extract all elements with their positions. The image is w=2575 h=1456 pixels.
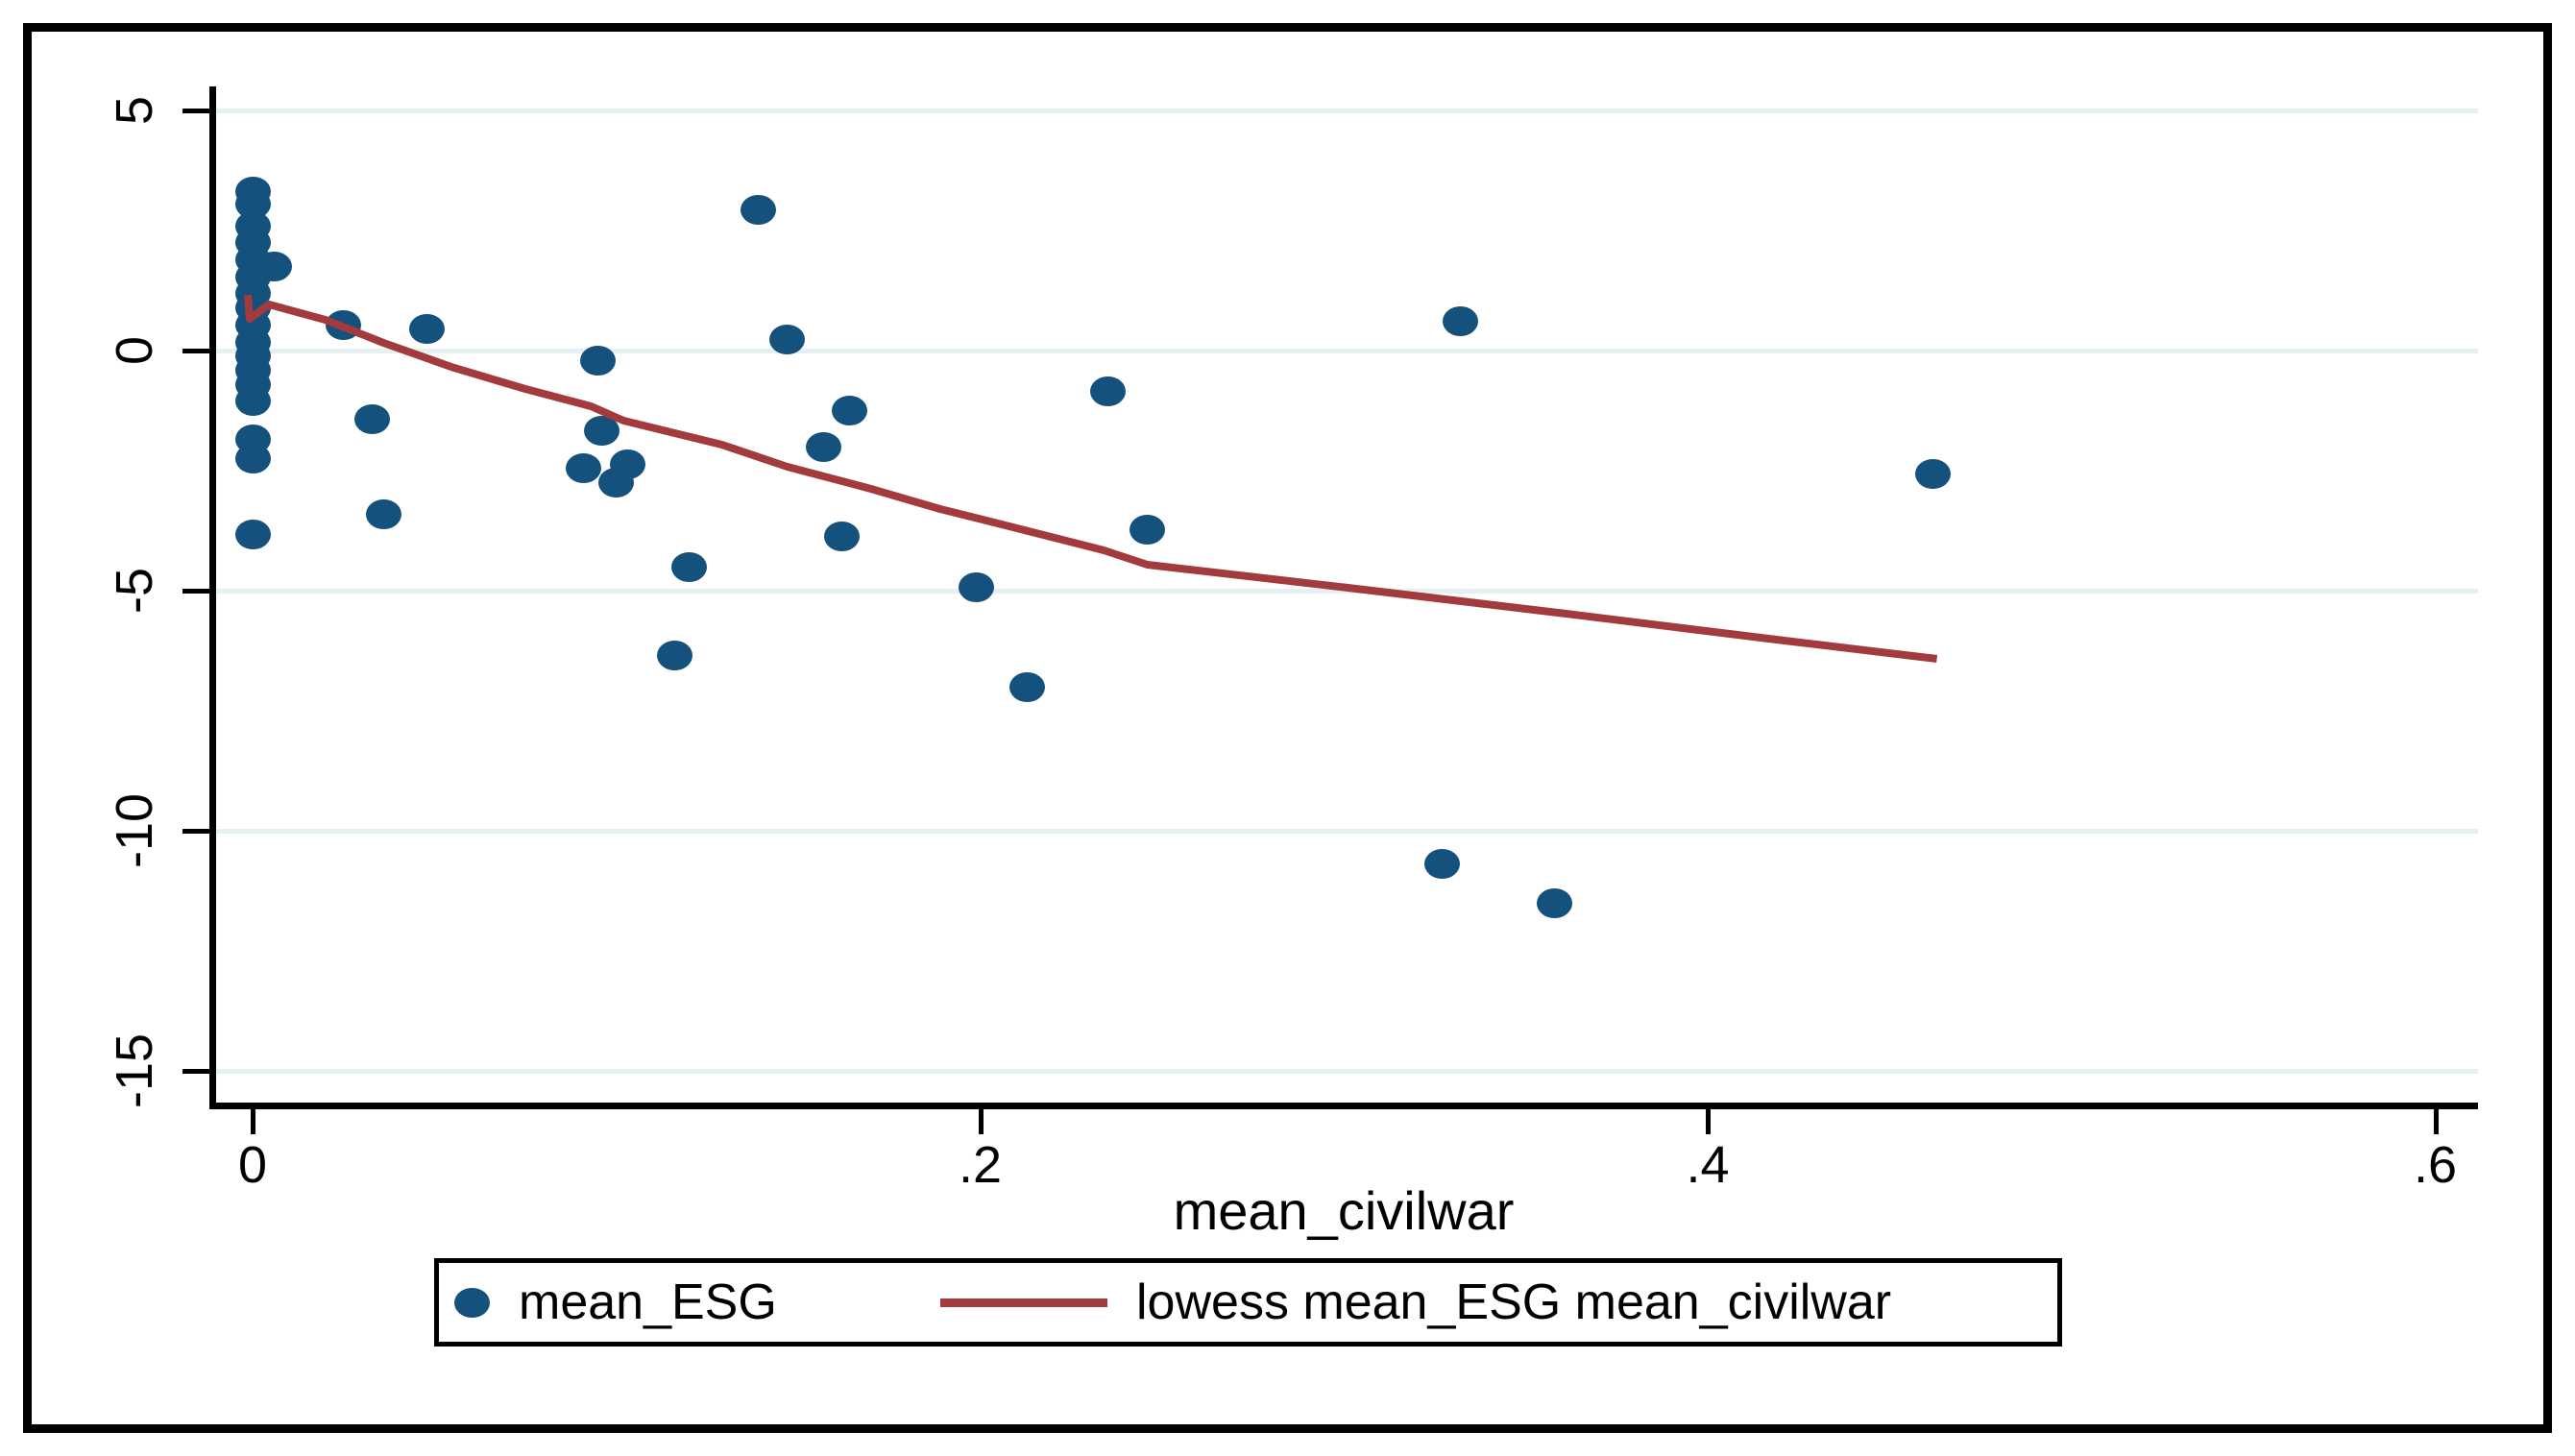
data-point <box>806 431 842 462</box>
data-point <box>1130 514 1166 545</box>
gridline <box>216 349 2478 353</box>
y-axis-line <box>209 86 216 1109</box>
legend-label-lowess: lowess mean_ESG mean_civilwar <box>1136 1274 1892 1330</box>
data-point <box>959 571 995 602</box>
y-tick-label: -10 <box>106 792 163 869</box>
legend-entry-lowess: lowess mean_ESG mean_civilwar <box>940 1263 1891 1342</box>
y-tick-label: 0 <box>106 335 163 366</box>
x-tick-label: .4 <box>1686 1136 1730 1194</box>
y-tick <box>182 1069 209 1074</box>
y-tick <box>182 589 209 594</box>
y-tick-label: -5 <box>106 568 163 615</box>
gridline <box>216 1069 2478 1074</box>
gridline <box>216 589 2478 594</box>
data-point <box>409 313 446 344</box>
x-tick <box>251 1109 255 1134</box>
data-point <box>1089 376 1126 406</box>
legend-entry-scatter: mean_ESG <box>454 1263 777 1342</box>
legend: mean_ESG lowess mean_ESG mean_civilwar <box>434 1258 2062 1347</box>
data-point <box>598 467 635 497</box>
data-point <box>1424 848 1460 879</box>
x-axis-line <box>209 1103 2478 1109</box>
data-point <box>740 194 776 225</box>
figure-border <box>23 23 2552 1433</box>
data-point <box>234 519 271 549</box>
data-point <box>1442 305 1478 336</box>
x-tick-label: .2 <box>958 1136 1003 1194</box>
scatter-marker-icon <box>454 1287 490 1318</box>
x-tick <box>1706 1109 1711 1134</box>
data-point <box>1009 671 1046 702</box>
data-point <box>580 345 617 376</box>
gridline <box>216 109 2478 113</box>
y-tick <box>182 349 209 353</box>
lowess-line-icon <box>940 1298 1107 1307</box>
legend-label-scatter: mean_ESG <box>519 1274 777 1330</box>
y-tick-label: -15 <box>106 1032 163 1109</box>
x-axis-title: mean_civilwar <box>1173 1180 1515 1241</box>
y-tick-label: 5 <box>106 95 163 126</box>
data-point <box>1915 458 1952 489</box>
data-point <box>365 498 401 529</box>
data-point <box>656 640 692 670</box>
data-point <box>831 395 867 425</box>
y-tick <box>182 109 209 113</box>
y-tick <box>182 829 209 834</box>
data-point <box>234 385 271 416</box>
gridline <box>216 829 2478 834</box>
data-point <box>234 443 271 473</box>
data-point <box>566 452 602 483</box>
data-point <box>769 324 806 354</box>
data-point <box>824 521 861 551</box>
x-tick-label: .6 <box>2413 1136 2458 1194</box>
data-point <box>1537 887 1573 918</box>
data-point <box>671 551 707 582</box>
data-point <box>354 403 391 434</box>
x-tick <box>978 1109 984 1134</box>
x-tick-label: 0 <box>237 1136 268 1194</box>
data-point <box>326 309 362 340</box>
data-point <box>584 415 620 446</box>
x-tick <box>2433 1109 2439 1134</box>
